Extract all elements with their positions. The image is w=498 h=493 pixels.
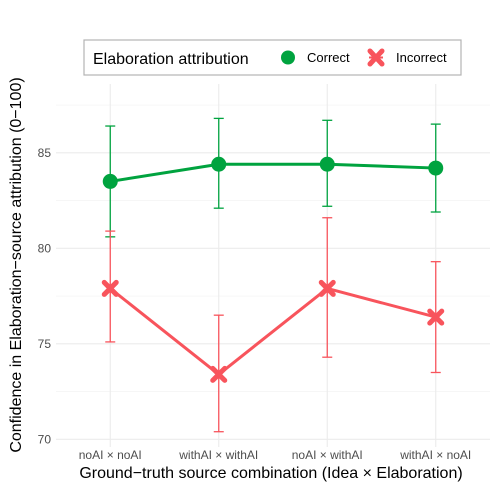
x-tick-label: withAI × withAI bbox=[178, 448, 258, 462]
series-line-correct bbox=[110, 162, 436, 183]
y-axis-title: Confidence in Elaboration−source attribu… bbox=[8, 77, 25, 452]
point-correct bbox=[102, 173, 118, 189]
legend-key-incorrect bbox=[367, 48, 385, 67]
legend-box bbox=[83, 39, 462, 76]
y-tick-label: 80 bbox=[38, 241, 52, 255]
point-incorrect bbox=[427, 308, 445, 326]
x-axis-title: Ground−truth source combination (Idea × … bbox=[79, 465, 462, 482]
y-tick-label: 75 bbox=[38, 337, 52, 351]
series-line-incorrect bbox=[109, 286, 437, 376]
legend-label-incorrect: Incorrect bbox=[396, 50, 447, 65]
point-incorrect bbox=[318, 279, 336, 297]
legend-label-correct: Correct bbox=[307, 50, 350, 65]
point-incorrect bbox=[101, 279, 119, 297]
point-correct bbox=[319, 156, 335, 172]
series-lines bbox=[109, 162, 437, 376]
legend: Elaboration attribution Correct Incorrec… bbox=[83, 39, 462, 76]
x-tick-label: withAI × noAI bbox=[399, 448, 471, 462]
y-tick-label: 85 bbox=[38, 146, 52, 160]
y-tick-label: 70 bbox=[38, 432, 52, 446]
x-tick-label: noAI × withAI bbox=[292, 448, 363, 462]
x-tick-label: noAI × noAI bbox=[79, 448, 142, 462]
legend-title: Elaboration attribution bbox=[93, 51, 249, 68]
legend-key-correct bbox=[281, 50, 295, 65]
point-incorrect bbox=[210, 365, 228, 383]
series-points bbox=[101, 156, 445, 383]
y-tick-labels: 70 75 80 85 bbox=[38, 146, 52, 447]
x-tick-labels: noAI × noAI withAI × withAI noAI × withAI w… bbox=[79, 448, 472, 462]
point-correct bbox=[428, 160, 444, 176]
point-correct bbox=[211, 156, 227, 172]
